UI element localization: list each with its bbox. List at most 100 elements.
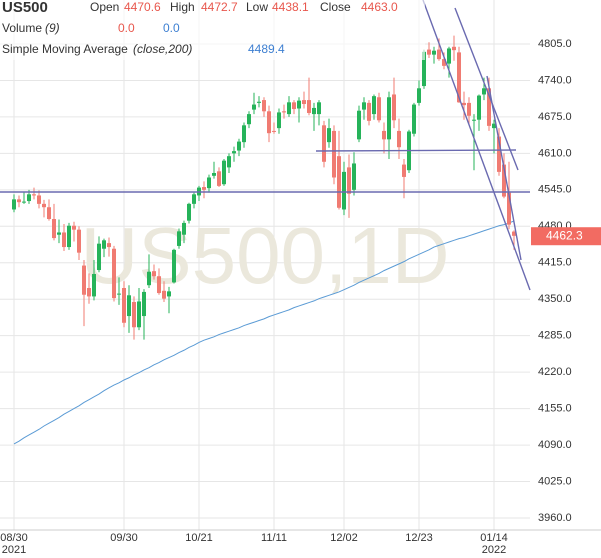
candle-body bbox=[472, 119, 476, 121]
candle-body bbox=[187, 203, 191, 221]
candle-body bbox=[12, 199, 16, 210]
legend-label: High bbox=[170, 0, 195, 14]
candle-body bbox=[192, 194, 196, 204]
legend-label: Low bbox=[246, 0, 268, 14]
candle-body bbox=[437, 49, 441, 60]
trend-line bbox=[422, 0, 531, 291]
legend-params: (9) bbox=[45, 21, 60, 35]
candle-body bbox=[162, 290, 166, 299]
watermark: US500,1D bbox=[80, 211, 449, 300]
y-tick-label: 4350.0 bbox=[538, 293, 572, 305]
y-tick-label: 4025.0 bbox=[538, 475, 572, 487]
candle-body bbox=[497, 136, 501, 172]
candle-body bbox=[227, 156, 231, 168]
candle-body bbox=[397, 130, 401, 148]
sma-line bbox=[13, 220, 515, 445]
candle-body bbox=[122, 287, 126, 323]
candle-body bbox=[417, 88, 421, 103]
x-tick-label: 09/30 bbox=[110, 532, 138, 544]
candle-body bbox=[32, 194, 36, 196]
y-tick-label: 4155.0 bbox=[538, 403, 572, 415]
candle-body bbox=[487, 88, 491, 126]
candle-body bbox=[67, 225, 71, 248]
candle-body bbox=[327, 128, 331, 143]
y-tick-label: 3960.0 bbox=[538, 512, 572, 524]
y-tick-label: 4805.0 bbox=[538, 38, 572, 50]
plot bbox=[12, 35, 516, 445]
candle-body bbox=[357, 110, 361, 140]
candle-body bbox=[217, 171, 221, 186]
candle-body bbox=[507, 192, 511, 225]
candle-body bbox=[467, 102, 471, 116]
candle-body bbox=[137, 301, 141, 328]
candle-body bbox=[457, 52, 461, 103]
candle-body bbox=[127, 295, 131, 317]
legend-label: Close bbox=[320, 0, 351, 14]
legend-label: Open bbox=[90, 0, 119, 14]
candle-body bbox=[117, 293, 121, 295]
candle-body bbox=[462, 102, 466, 106]
candle-body bbox=[107, 243, 111, 248]
legend-value: 0.0 bbox=[163, 21, 180, 35]
y-tick-label: 4285.0 bbox=[538, 330, 572, 342]
legend-value: 0.0 bbox=[118, 21, 135, 35]
y-tick-label: 4090.0 bbox=[538, 439, 572, 451]
candle-body bbox=[42, 203, 46, 208]
candle-body bbox=[87, 287, 91, 297]
candle-body bbox=[212, 173, 216, 176]
candle-body bbox=[27, 194, 31, 202]
trend-line bbox=[454, 7, 519, 171]
candle-body bbox=[342, 171, 346, 210]
trend-lines bbox=[0, 0, 531, 291]
candle-body bbox=[362, 102, 366, 110]
candle-body bbox=[492, 123, 496, 129]
candle-body bbox=[377, 97, 381, 121]
y-tick-label: 4220.0 bbox=[538, 366, 572, 378]
candle-body bbox=[262, 100, 266, 112]
grid bbox=[0, 0, 530, 530]
candle-body bbox=[152, 271, 156, 277]
y-tick-label: 4545.0 bbox=[538, 184, 572, 196]
candle-body bbox=[502, 164, 506, 197]
legend-label: Simple Moving Average bbox=[2, 42, 128, 56]
candle-body bbox=[172, 249, 176, 283]
candle-body bbox=[442, 59, 446, 66]
candle-body bbox=[372, 96, 376, 115]
x-year-label: 2021 bbox=[2, 544, 26, 556]
y-tick-label: 4740.0 bbox=[538, 74, 572, 86]
candle-body bbox=[147, 271, 151, 286]
candle-body bbox=[157, 276, 161, 294]
candle-body bbox=[62, 232, 66, 248]
trend-line bbox=[315, 149, 517, 152]
candle-body bbox=[347, 167, 351, 194]
candle-body bbox=[52, 219, 56, 239]
candle-body bbox=[312, 107, 316, 115]
candle-body bbox=[267, 111, 271, 134]
candle-body bbox=[482, 88, 486, 95]
candle-body bbox=[307, 100, 311, 113]
price-tag bbox=[531, 227, 601, 246]
legend-value: 4472.7 bbox=[201, 0, 238, 14]
candle-body bbox=[317, 102, 321, 115]
candle-body bbox=[402, 164, 406, 177]
candle-body bbox=[37, 195, 41, 204]
candle-body bbox=[292, 102, 296, 110]
candle-body bbox=[252, 104, 256, 110]
x-tick-label: 08/30 bbox=[0, 532, 28, 544]
x-tick-label: 12/02 bbox=[330, 532, 358, 544]
legend-bg bbox=[0, 0, 425, 60]
candle-body bbox=[182, 222, 186, 235]
candle-body bbox=[322, 125, 326, 162]
candle-body bbox=[277, 112, 281, 129]
candle-body bbox=[17, 199, 21, 203]
candle-body bbox=[232, 151, 236, 154]
candle-body bbox=[272, 130, 276, 132]
candle-body bbox=[282, 111, 286, 113]
candle-body bbox=[242, 125, 246, 143]
candle-body bbox=[202, 187, 206, 190]
candle-body bbox=[82, 265, 86, 295]
legend-value: 4463.0 bbox=[361, 0, 398, 14]
candle-body bbox=[367, 102, 371, 121]
candle-body bbox=[287, 102, 291, 115]
